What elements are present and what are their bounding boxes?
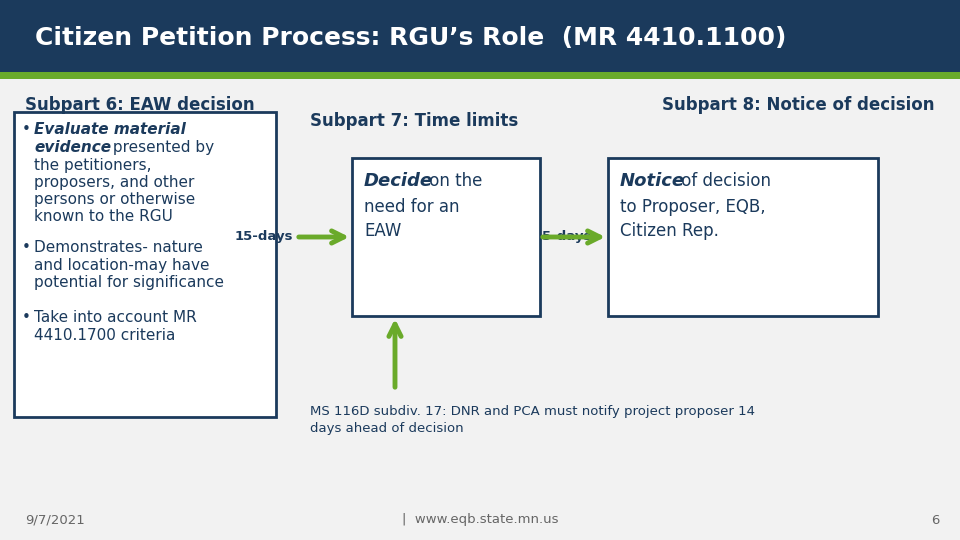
Text: Subpart 8: Notice of decision: Subpart 8: Notice of decision: [662, 96, 935, 114]
Text: potential for significance: potential for significance: [34, 275, 224, 290]
Text: Decide: Decide: [364, 172, 433, 190]
Text: presented by: presented by: [108, 140, 214, 155]
Text: days ahead of decision: days ahead of decision: [310, 422, 464, 435]
Text: of decision: of decision: [676, 172, 771, 190]
Text: proposers, and other: proposers, and other: [34, 175, 194, 190]
Text: •: •: [22, 240, 31, 255]
Text: need for an: need for an: [364, 198, 460, 216]
Text: Take into account MR: Take into account MR: [34, 310, 197, 325]
Text: the petitioners,: the petitioners,: [34, 158, 152, 173]
FancyBboxPatch shape: [14, 112, 276, 417]
Text: Demonstrates- nature: Demonstrates- nature: [34, 240, 203, 255]
Text: MS 116D subdiv. 17: DNR and PCA must notify project proposer 14: MS 116D subdiv. 17: DNR and PCA must not…: [310, 405, 755, 418]
Text: on the: on the: [424, 172, 482, 190]
Text: and location-may have: and location-may have: [34, 258, 209, 273]
Text: known to the RGU: known to the RGU: [34, 209, 173, 224]
Text: Notice: Notice: [620, 172, 685, 190]
Text: persons or otherwise: persons or otherwise: [34, 192, 195, 207]
Text: Citizen Rep.: Citizen Rep.: [620, 222, 719, 240]
Text: •: •: [22, 310, 31, 325]
Text: 15-days: 15-days: [234, 230, 293, 243]
Text: •: •: [22, 122, 31, 137]
Bar: [0, 0, 960, 72]
Text: 9/7/2021: 9/7/2021: [25, 514, 84, 526]
FancyBboxPatch shape: [352, 158, 540, 316]
Bar: [0, 79, 960, 540]
Text: to Proposer, EQB,: to Proposer, EQB,: [620, 198, 766, 216]
Text: Subpart 7: Time limits: Subpart 7: Time limits: [310, 112, 518, 130]
Bar: [0, 72, 960, 79]
Text: |  www.eqb.state.mn.us: | www.eqb.state.mn.us: [401, 514, 559, 526]
Text: 4410.1700 criteria: 4410.1700 criteria: [34, 328, 176, 343]
Text: evidence: evidence: [34, 140, 111, 155]
Text: Citizen Petition Process: RGU’s Role  (MR 4410.1100): Citizen Petition Process: RGU’s Role (MR…: [35, 26, 786, 50]
FancyBboxPatch shape: [608, 158, 878, 316]
Text: Evaluate material: Evaluate material: [34, 122, 186, 137]
Text: 5-days: 5-days: [542, 230, 591, 243]
Text: Subpart 6: EAW decision: Subpart 6: EAW decision: [25, 96, 254, 114]
Text: 6: 6: [931, 514, 940, 526]
Text: EAW: EAW: [364, 222, 401, 240]
